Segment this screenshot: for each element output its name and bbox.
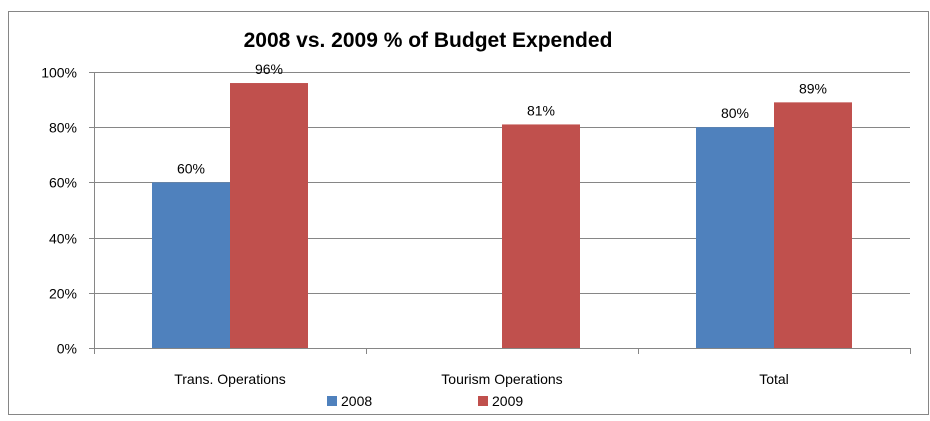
x-tick-label: Trans. Operations [174, 371, 286, 387]
bar-2008 [152, 182, 230, 348]
legend-label: 2008 [341, 393, 372, 409]
legend-swatch-2009 [478, 396, 488, 406]
data-label: 80% [721, 105, 749, 121]
x-tick-label: Total [759, 371, 789, 387]
legend-swatch-2008 [327, 396, 337, 406]
bars [152, 83, 852, 348]
data-label: 81% [527, 102, 555, 118]
bar-2008 [696, 127, 774, 348]
data-label: 60% [177, 160, 205, 176]
bar-2009 [230, 83, 308, 348]
data-label: 96% [255, 61, 283, 77]
chart-title: 2008 vs. 2009 % of Budget Expended [244, 29, 613, 52]
axes: 0% 20% 40% 60% 80% 100% Trans. Operations Touri… [41, 65, 911, 387]
data-label: 89% [799, 80, 827, 96]
bar-2009 [502, 124, 580, 348]
legend: 2008 2009 [327, 393, 523, 409]
x-tick-label: Tourism Operations [441, 371, 562, 387]
data-labels: 60% 80% 96% 81% 89% [177, 61, 827, 176]
y-tick-label: 40% [49, 231, 77, 247]
y-tick-label: 100% [41, 65, 77, 81]
y-tick-label: 60% [49, 175, 77, 191]
y-tick-label: 0% [57, 341, 77, 357]
y-tick-label: 80% [49, 120, 77, 136]
y-tick-label: 20% [49, 286, 77, 302]
bar-2009 [774, 102, 852, 348]
legend-label: 2009 [492, 393, 523, 409]
